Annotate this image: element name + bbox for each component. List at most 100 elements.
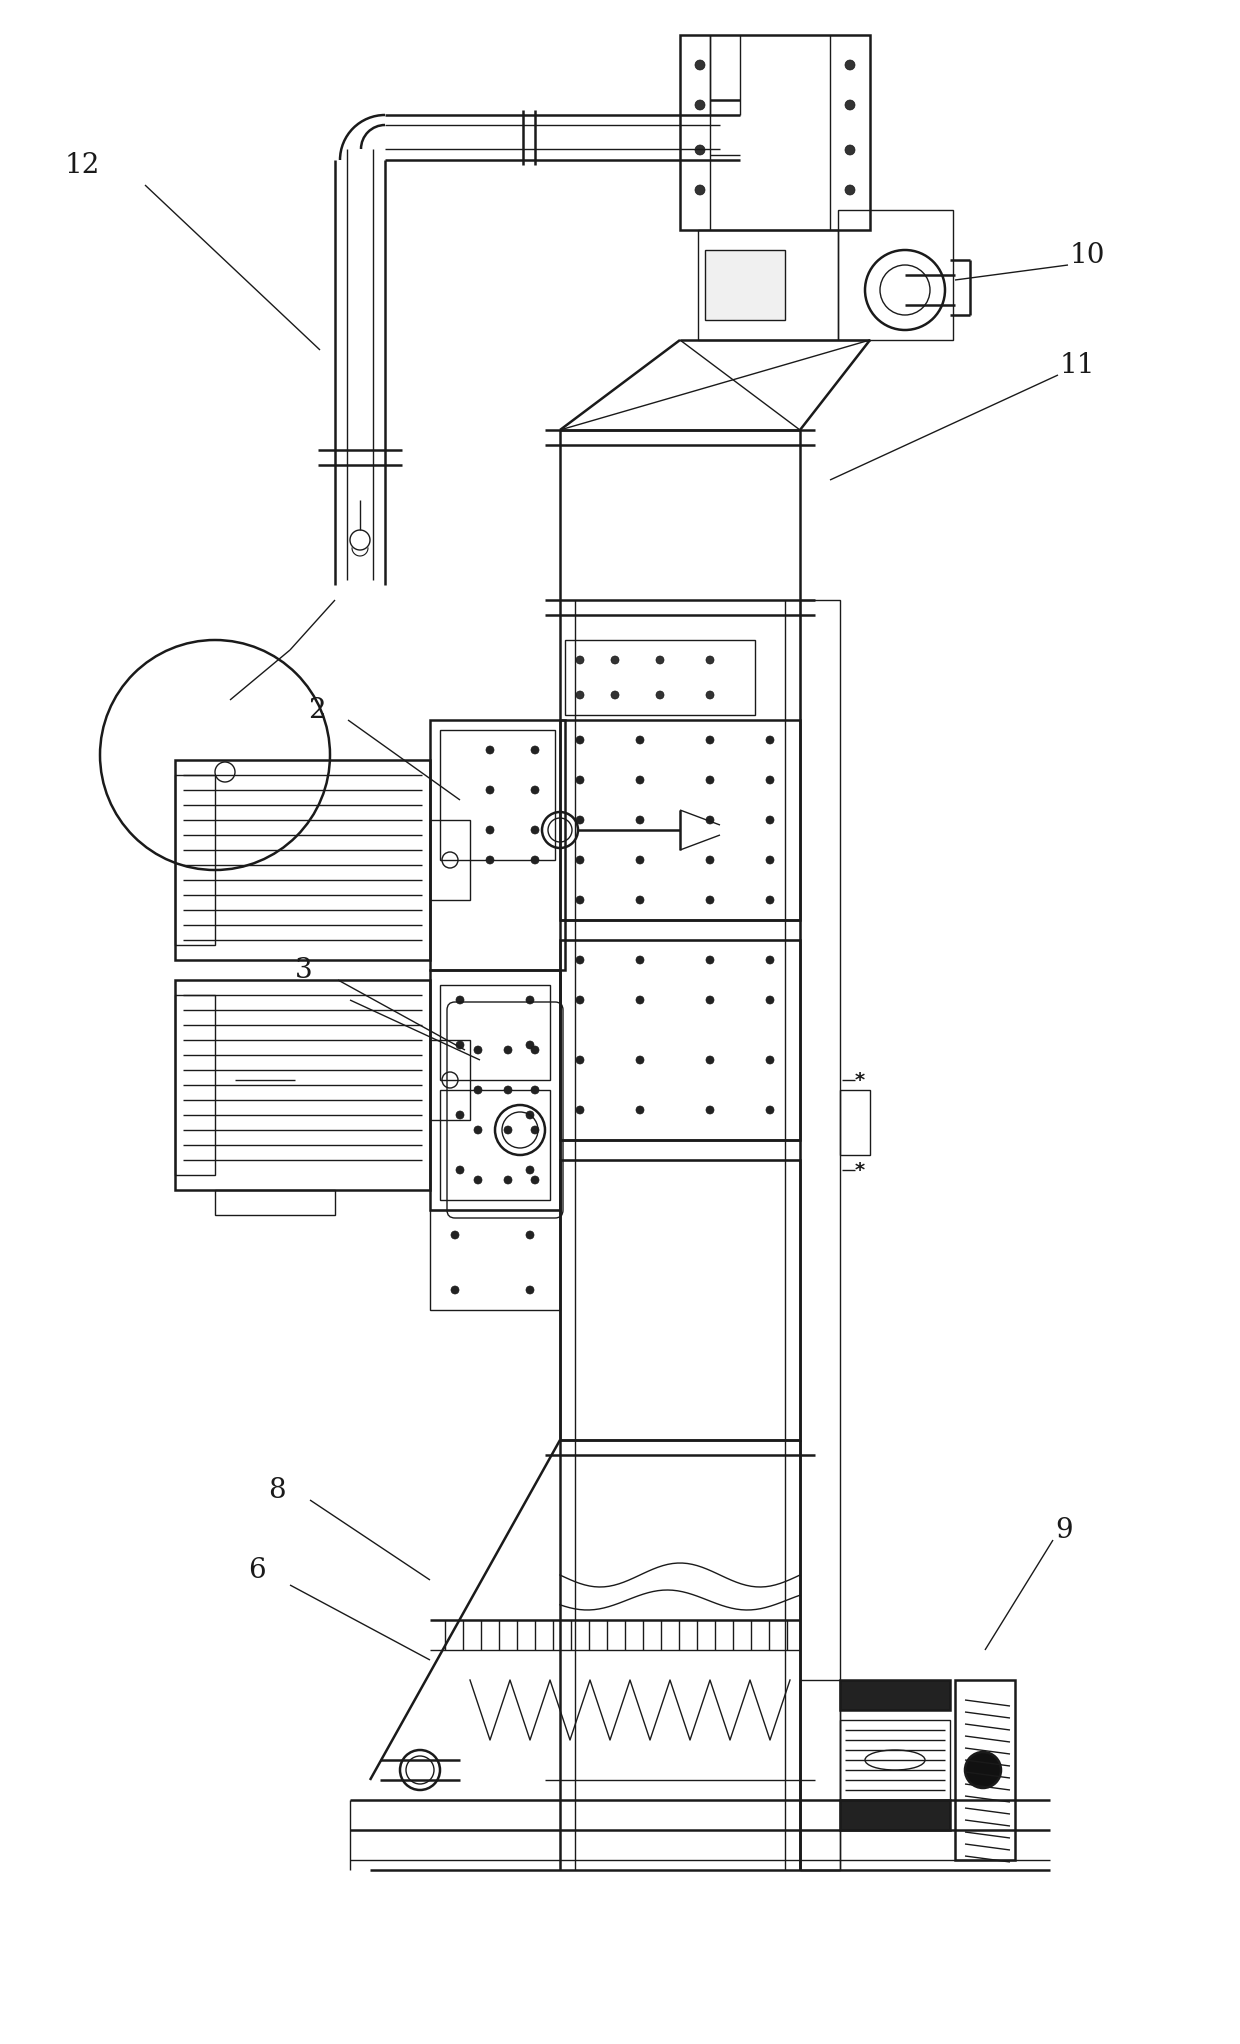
Circle shape: [577, 691, 584, 699]
Circle shape: [486, 746, 494, 754]
Circle shape: [766, 895, 774, 903]
Circle shape: [706, 656, 714, 664]
Circle shape: [577, 736, 584, 744]
Circle shape: [526, 1040, 534, 1049]
Bar: [560, 1161, 800, 1441]
Circle shape: [611, 656, 619, 664]
Circle shape: [706, 957, 714, 965]
Circle shape: [526, 995, 534, 1004]
Circle shape: [766, 995, 774, 1004]
Circle shape: [636, 895, 644, 903]
Circle shape: [526, 1165, 534, 1173]
Circle shape: [706, 995, 714, 1004]
Circle shape: [577, 816, 584, 824]
Bar: [560, 719, 800, 920]
Circle shape: [656, 691, 663, 699]
Circle shape: [456, 1040, 464, 1049]
Circle shape: [577, 1106, 584, 1114]
Circle shape: [844, 59, 856, 69]
Circle shape: [503, 1126, 512, 1134]
Circle shape: [531, 1175, 539, 1183]
Bar: [565, 640, 755, 715]
Bar: [430, 971, 560, 1210]
Circle shape: [486, 826, 494, 834]
Circle shape: [531, 1085, 539, 1094]
Text: *: *: [854, 1071, 866, 1089]
Bar: [175, 760, 430, 961]
Bar: [839, 1801, 950, 1829]
Circle shape: [694, 100, 706, 110]
Bar: [560, 940, 800, 1141]
Circle shape: [844, 186, 856, 194]
Circle shape: [636, 1057, 644, 1065]
Circle shape: [503, 1085, 512, 1094]
Circle shape: [531, 856, 539, 865]
Bar: [175, 775, 215, 944]
Circle shape: [766, 736, 774, 744]
Circle shape: [577, 957, 584, 965]
Circle shape: [531, 746, 539, 754]
Circle shape: [474, 1047, 482, 1055]
Circle shape: [706, 1106, 714, 1114]
Text: 10: 10: [1070, 241, 1106, 268]
Bar: [706, 249, 785, 321]
Circle shape: [636, 1106, 644, 1114]
Bar: [800, 1680, 839, 1870]
Text: 9: 9: [1055, 1517, 1073, 1543]
Bar: [175, 979, 430, 1190]
Circle shape: [636, 957, 644, 965]
Bar: [838, 211, 954, 339]
Bar: [440, 1089, 551, 1200]
Circle shape: [577, 1057, 584, 1065]
Circle shape: [474, 1126, 482, 1134]
Bar: [175, 995, 215, 1175]
Bar: [839, 1089, 870, 1155]
Circle shape: [531, 787, 539, 793]
Circle shape: [706, 736, 714, 744]
Circle shape: [526, 1112, 534, 1118]
Circle shape: [451, 1230, 459, 1239]
Circle shape: [636, 856, 644, 865]
Circle shape: [456, 1165, 464, 1173]
Bar: [430, 719, 565, 971]
Circle shape: [531, 1126, 539, 1134]
Bar: [955, 1680, 1016, 1860]
Circle shape: [844, 145, 856, 155]
Circle shape: [474, 1175, 482, 1183]
Bar: [680, 35, 870, 231]
Circle shape: [636, 995, 644, 1004]
Circle shape: [451, 1286, 459, 1294]
Text: 8: 8: [268, 1476, 285, 1504]
Circle shape: [694, 145, 706, 155]
Circle shape: [456, 1112, 464, 1118]
Bar: [215, 1190, 335, 1214]
Text: 6: 6: [248, 1555, 265, 1584]
Text: 11: 11: [1060, 352, 1095, 378]
Bar: [440, 985, 551, 1079]
Circle shape: [766, 777, 774, 785]
Circle shape: [766, 816, 774, 824]
Circle shape: [694, 186, 706, 194]
Circle shape: [706, 1057, 714, 1065]
Circle shape: [766, 1057, 774, 1065]
Circle shape: [531, 1047, 539, 1055]
Bar: [800, 601, 839, 1870]
Circle shape: [577, 995, 584, 1004]
Circle shape: [474, 1085, 482, 1094]
Circle shape: [486, 787, 494, 793]
Circle shape: [694, 59, 706, 69]
Circle shape: [577, 856, 584, 865]
Circle shape: [706, 816, 714, 824]
Text: *: *: [854, 1161, 866, 1179]
Circle shape: [526, 1286, 534, 1294]
Bar: [430, 1210, 560, 1310]
Circle shape: [577, 895, 584, 903]
Circle shape: [706, 856, 714, 865]
Circle shape: [706, 691, 714, 699]
Circle shape: [503, 1175, 512, 1183]
Circle shape: [636, 777, 644, 785]
Circle shape: [965, 1752, 1001, 1788]
Bar: [698, 231, 838, 339]
Circle shape: [526, 1230, 534, 1239]
Circle shape: [577, 777, 584, 785]
